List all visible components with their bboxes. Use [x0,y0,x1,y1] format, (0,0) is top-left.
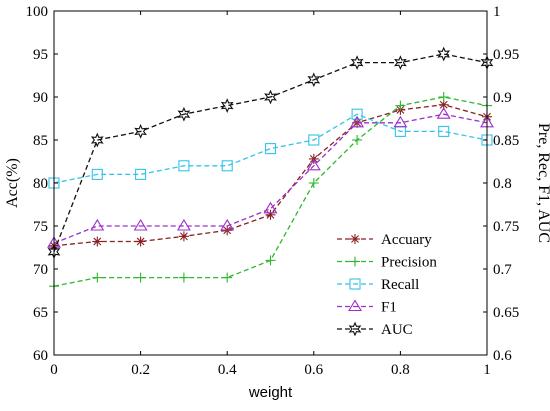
data-point-precision [395,100,406,111]
data-point-precision [265,255,276,266]
x-tick-label: 0.8 [391,362,410,378]
series-line-accuary [53,104,488,247]
x-tick-label: 0.2 [131,362,150,378]
data-point-auc [134,124,147,139]
data-point-recall [221,160,233,172]
y-axis-right-label: Pre, Rec, F1, AUC [535,123,550,243]
y-right-tick-label: 0.85 [493,133,519,149]
y-axis-left-label: Acc(%) [4,158,21,208]
data-point-accuary [265,209,276,220]
data-point-auc [264,89,277,105]
legend-item: AUC [337,321,413,338]
series-accuary [49,99,492,251]
y-left-tick-label: 100 [26,4,49,20]
series-f1 [47,107,494,248]
legend-item: Recall [337,277,419,293]
legend-label: Recall [381,277,419,293]
y-left-tick-label: 75 [33,219,48,235]
legend-label: AUC [381,322,413,338]
data-point-accuary [135,236,146,247]
data-point-f1 [133,218,148,231]
y-left-tick-label: 80 [33,176,48,192]
legend-marker [348,299,362,312]
data-point-auc [220,98,234,113]
y-right-tick-label: 0.7 [493,262,512,278]
y-right-tick-label: 1 [493,4,501,20]
y-left-tick-label: 95 [33,47,48,63]
y-right-tick-label: 0.65 [493,305,519,321]
data-point-accuary [178,231,189,242]
data-point-f1 [393,115,408,128]
data-point-precision [178,272,189,283]
data-point-auc [90,132,104,148]
data-point-auc [350,55,364,70]
x-tick-label: 0 [50,362,58,378]
data-point-precision [92,272,103,283]
y-left-tick-label: 65 [33,305,48,321]
legend-label: F1 [381,300,397,316]
data-point-auc [437,46,451,62]
ticks-group: 0 0.2 0.4 0.6 0.8 1 60 65 70 75 80 85 90 95 100 0.6 0.65… [26,4,520,378]
legend-marker [349,278,361,290]
x-tick-label: 1 [483,362,491,378]
series-line-recall [53,113,488,184]
legend-label: Precision [381,255,437,271]
data-point-recall [438,125,450,137]
legend-marker [350,234,360,244]
data-point-recall [135,168,147,180]
series-line-auc [53,53,488,253]
data-point-accuary [92,236,103,247]
data-point-precision [438,92,449,102]
y-right-tick-label: 0.95 [493,47,519,63]
data-point-f1 [350,115,365,128]
data-point-precision [352,135,363,145]
y-left-tick-label: 60 [33,348,48,364]
data-point-recall [264,143,277,155]
y-left-tick-label: 85 [33,133,48,149]
data-point-f1 [90,218,105,231]
data-point-f1 [306,158,321,171]
data-point-precision [222,272,233,283]
x-axis-label: weight [248,384,293,401]
data-point-f1 [220,218,235,231]
legend-item: Precision [337,255,437,271]
data-point-auc [307,72,321,88]
y-right-tick-label: 0.9 [493,90,512,106]
data-point-recall [351,108,363,120]
data-point-recall [308,134,320,146]
data-point-precision [308,178,319,188]
data-point-precision [135,272,146,283]
series-line-f1 [53,113,488,244]
data-point-auc [177,106,191,122]
data-point-recall [91,168,103,180]
legend-marker [348,321,362,337]
y-left-tick-label: 90 [33,90,48,106]
legend-label: Accuary [381,232,432,248]
y-left-tick-label: 70 [33,262,48,278]
data-point-f1 [176,218,191,231]
series-group [47,46,494,292]
data-point-f1 [263,201,278,214]
y-right-tick-label: 0.8 [493,176,512,192]
legend-item: Accuary [337,232,432,248]
data-point-f1 [436,107,451,119]
x-tick-label: 0.6 [304,362,323,378]
legend: Accuary Precision Recall F1 AUC [337,232,437,338]
series-auc [47,46,494,260]
x-tick-label: 0.4 [218,362,237,378]
plot-frame [53,10,488,356]
data-point-recall [178,160,190,172]
data-point-auc [394,55,407,70]
legend-item: F1 [337,299,397,316]
y-right-tick-label: 0.75 [493,219,519,235]
y-right-tick-label: 0.6 [493,348,512,364]
series-recall [48,108,493,189]
legend-marker [350,256,360,267]
